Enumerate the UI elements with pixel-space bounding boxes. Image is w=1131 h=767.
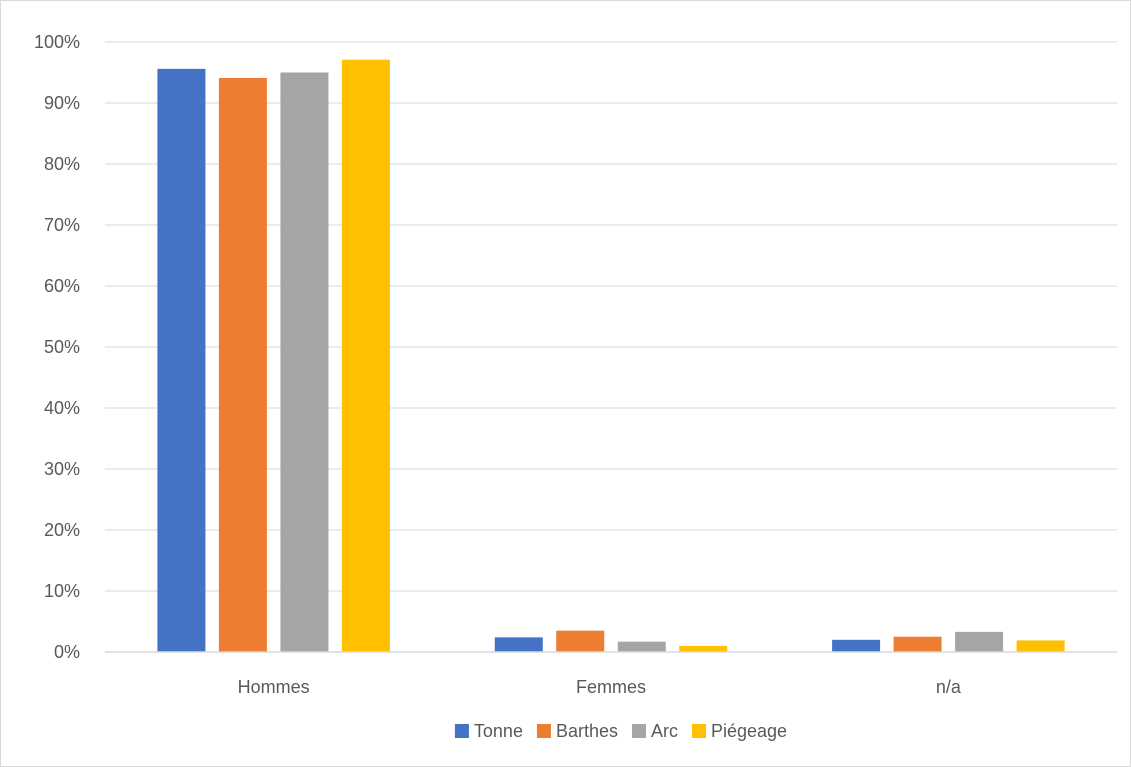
bar-tonne-n-a bbox=[832, 639, 881, 652]
gridlines bbox=[105, 41, 1117, 592]
legend-swatch bbox=[632, 724, 647, 738]
y-tick-label: 60% bbox=[44, 276, 80, 296]
y-tick-label: 80% bbox=[44, 154, 80, 174]
y-tick-label: 40% bbox=[44, 398, 80, 418]
y-tick-label: 70% bbox=[44, 215, 80, 235]
x-category-label: n/a bbox=[936, 677, 962, 697]
legend-item: Tonne bbox=[454, 721, 523, 741]
legend-swatch bbox=[536, 724, 551, 738]
x-category-label: Femmes bbox=[576, 677, 646, 697]
bars bbox=[157, 59, 1065, 653]
x-axis-category-labels: Hommes Femmes n/a bbox=[238, 677, 962, 697]
bar-tonne-hommes bbox=[157, 68, 206, 653]
y-axis-tick-labels: 0% 10% 20% 30% 40% 50% 60% 70% 80% 90% 100% bbox=[34, 32, 80, 662]
y-tick-label: 30% bbox=[44, 459, 80, 479]
bar-pi-geage-hommes bbox=[341, 59, 390, 652]
bar-pi-geage-n-a bbox=[1016, 640, 1065, 652]
bar-barthes-femmes bbox=[556, 630, 605, 652]
y-tick-label: 90% bbox=[44, 93, 80, 113]
bar-tonne-femmes bbox=[494, 637, 543, 652]
x-category-label: Hommes bbox=[238, 677, 310, 697]
y-tick-label: 50% bbox=[44, 337, 80, 357]
y-tick-label: 10% bbox=[44, 581, 80, 601]
y-tick-label: 0% bbox=[54, 642, 80, 662]
legend: Tonne Barthes Arc Piégeage bbox=[454, 721, 787, 741]
y-tick-label: 100% bbox=[34, 32, 80, 52]
y-tick-label: 20% bbox=[44, 520, 80, 540]
legend-label: Barthes bbox=[556, 721, 618, 741]
bar-arc-hommes bbox=[280, 72, 329, 652]
legend-label: Piégeage bbox=[711, 721, 787, 741]
bar-arc-n-a bbox=[955, 631, 1004, 652]
bar-barthes-hommes bbox=[218, 77, 267, 653]
legend-label: Arc bbox=[651, 721, 678, 741]
legend-item: Piégeage bbox=[692, 721, 787, 741]
bar-pi-geage-femmes bbox=[679, 645, 728, 652]
legend-swatch bbox=[454, 724, 469, 738]
legend-label: Tonne bbox=[474, 721, 523, 741]
bar-arc-femmes bbox=[617, 641, 666, 652]
legend-item: Barthes bbox=[536, 721, 618, 741]
legend-item: Arc bbox=[632, 721, 678, 741]
bar-barthes-n-a bbox=[893, 636, 942, 652]
legend-swatch bbox=[692, 724, 707, 738]
